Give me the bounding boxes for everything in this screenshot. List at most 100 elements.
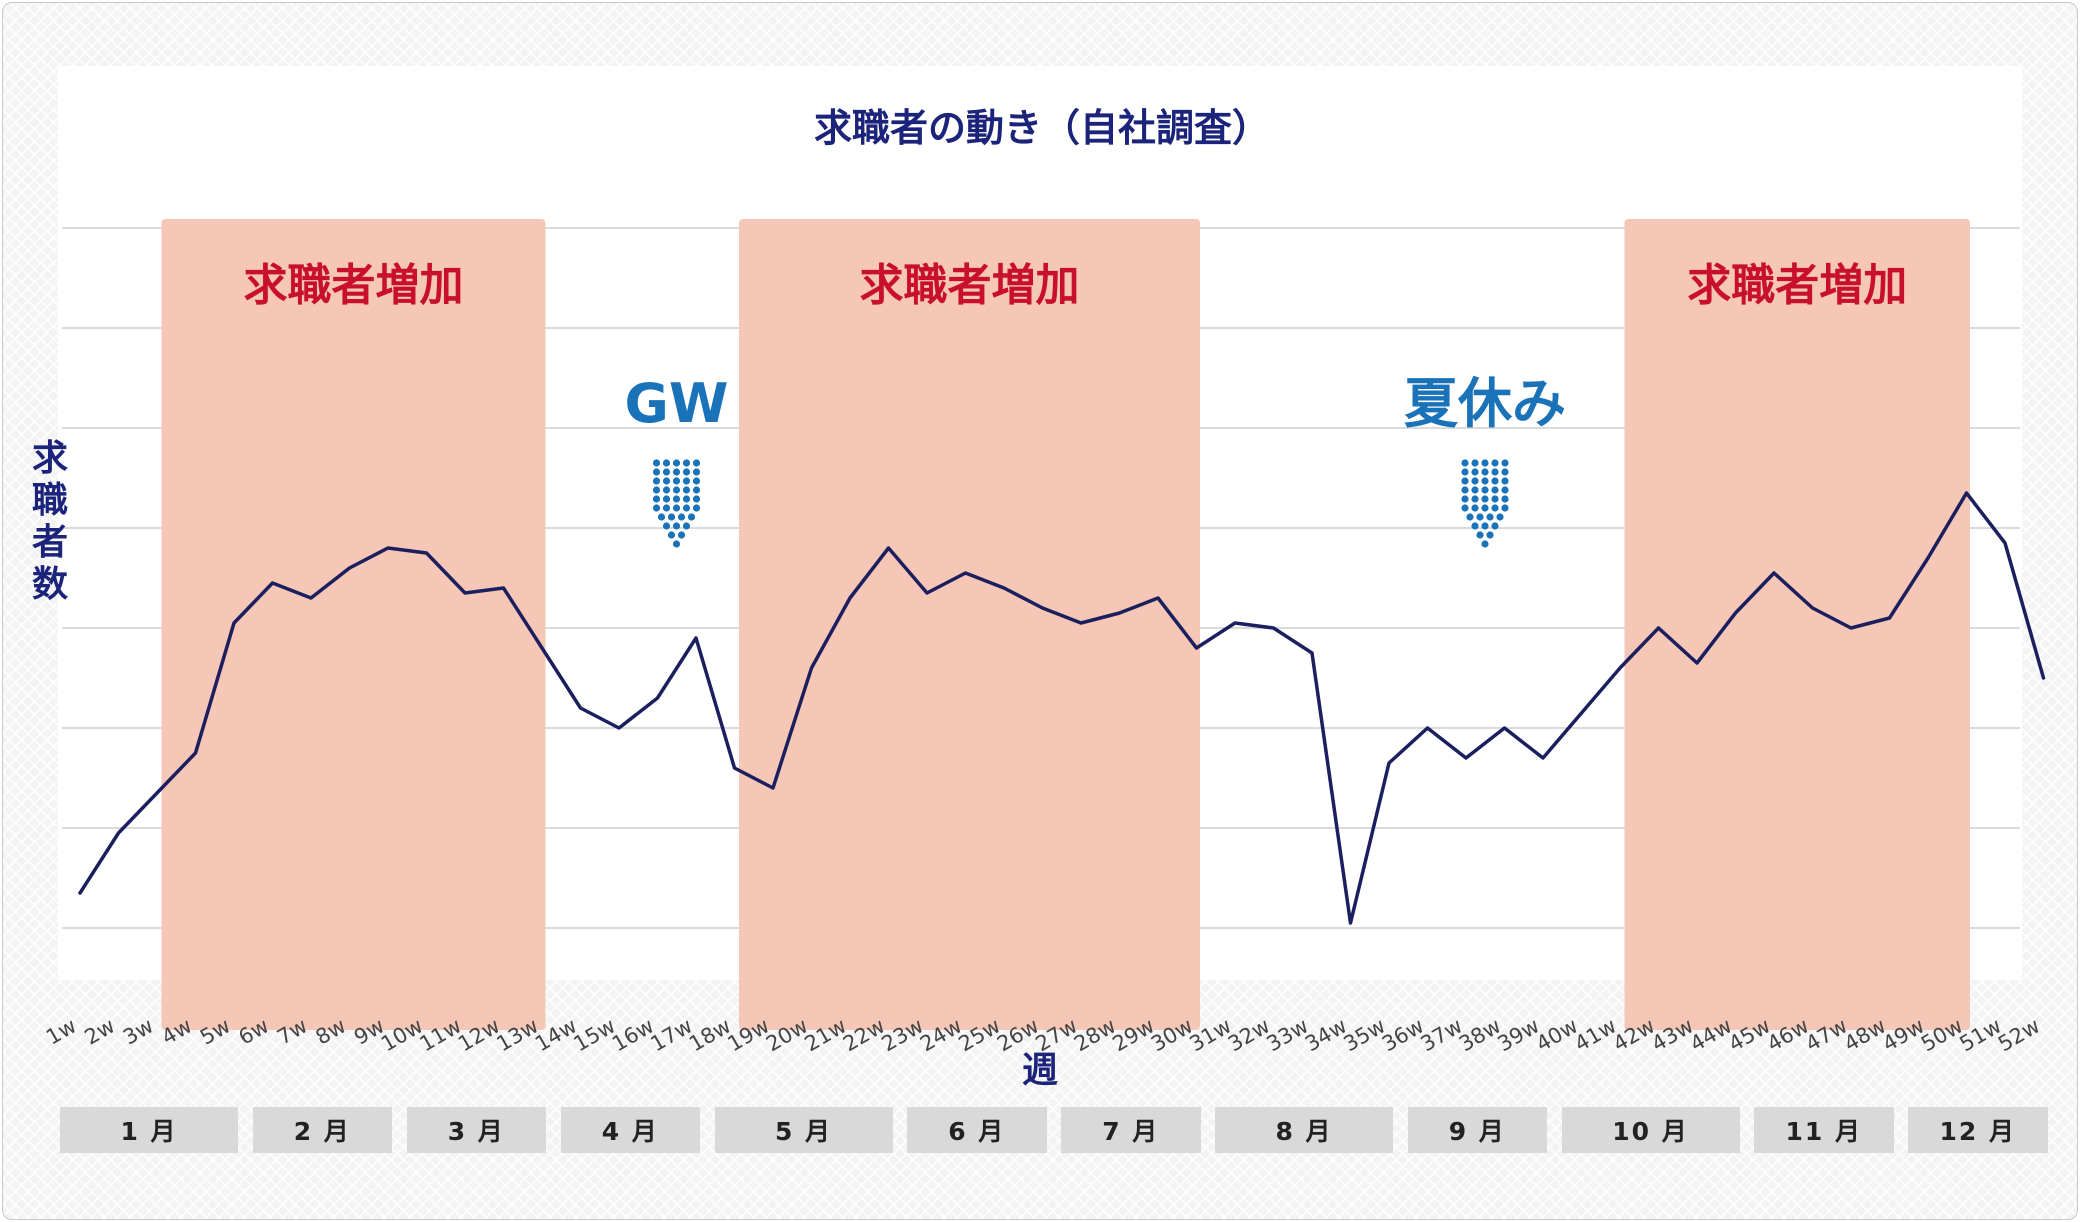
arrow-dot bbox=[1471, 468, 1479, 476]
annotation-label: GW bbox=[625, 372, 729, 435]
month-cell: 7 月 bbox=[1061, 1107, 1201, 1153]
arrow-dot bbox=[652, 495, 661, 503]
x-tick-label: 2w bbox=[81, 1014, 119, 1050]
y-axis-label-char: 者 bbox=[32, 522, 68, 563]
arrow-dot bbox=[1491, 504, 1499, 512]
month-cell: 1 月 bbox=[60, 1107, 238, 1153]
month-cell: 6 月 bbox=[907, 1107, 1047, 1153]
highlight-label: 求職者増加 bbox=[244, 260, 464, 311]
y-axis-label: 求職者数 bbox=[32, 438, 68, 605]
highlight-band bbox=[161, 219, 546, 1030]
month-cell: 4 月 bbox=[560, 1107, 700, 1153]
arrow-dot bbox=[1491, 495, 1499, 503]
highlight-band bbox=[1624, 219, 1970, 1030]
arrow-dot bbox=[1476, 531, 1484, 539]
arrow-dot bbox=[662, 477, 671, 485]
arrow-dot bbox=[1491, 522, 1499, 530]
x-tick-label: 52w bbox=[1994, 1014, 2044, 1057]
month-cell: 2 月 bbox=[252, 1107, 392, 1153]
highlight-band bbox=[739, 219, 1200, 1030]
highlight-label: 求職者増加 bbox=[860, 260, 1080, 311]
month-cell: 8 月 bbox=[1215, 1107, 1393, 1153]
x-tick-label: 3w bbox=[119, 1014, 157, 1050]
arrow-dot bbox=[1461, 459, 1469, 467]
arrow-dot bbox=[1501, 468, 1509, 476]
arrow-dot bbox=[1476, 513, 1484, 521]
arrow-dot bbox=[1486, 531, 1494, 539]
arrow-dot bbox=[662, 495, 671, 503]
arrow-dot bbox=[662, 504, 671, 512]
arrow-dot bbox=[1481, 522, 1489, 530]
x-axis-label: 週 bbox=[1022, 1050, 1058, 1091]
annotation-label: 夏休み bbox=[1404, 372, 1566, 435]
arrow-dot bbox=[1461, 486, 1469, 494]
series-line-path bbox=[78, 491, 2046, 925]
arrow-dot bbox=[667, 513, 676, 521]
down-arrow-icon bbox=[652, 459, 701, 548]
arrow-dot bbox=[1461, 495, 1469, 503]
arrow-dot bbox=[692, 468, 701, 476]
arrow-dot bbox=[1471, 522, 1479, 530]
arrow-dot bbox=[1471, 459, 1479, 467]
arrow-dot bbox=[1491, 486, 1499, 494]
arrow-dot bbox=[1481, 477, 1489, 485]
arrow-dot bbox=[662, 468, 671, 476]
arrow-dot bbox=[692, 495, 701, 503]
arrow-dot bbox=[667, 531, 676, 539]
month-cell: 10 月 bbox=[1561, 1107, 1740, 1153]
arrow-dot bbox=[652, 477, 661, 485]
arrow-dot bbox=[652, 486, 661, 494]
chart-title: 求職者の動き（自社調査） bbox=[814, 106, 1270, 150]
arrow-dot bbox=[1501, 504, 1509, 512]
arrow-dot bbox=[672, 540, 681, 548]
series-line bbox=[78, 491, 2046, 925]
arrow-dot bbox=[682, 522, 691, 530]
arrow-dot bbox=[1496, 513, 1504, 521]
arrow-dot bbox=[1471, 495, 1479, 503]
arrow-dot bbox=[672, 504, 681, 512]
arrow-dot bbox=[1461, 468, 1469, 476]
arrow-dot bbox=[687, 513, 696, 521]
arrow-dot bbox=[1461, 477, 1469, 485]
arrow-dot bbox=[662, 459, 671, 467]
x-tick-label: 1w bbox=[42, 1014, 80, 1050]
arrow-dot bbox=[657, 513, 666, 521]
arrow-dot bbox=[682, 459, 691, 467]
y-axis-label-char: 数 bbox=[32, 564, 68, 605]
arrow-dot bbox=[1471, 504, 1479, 512]
arrow-dot bbox=[1501, 486, 1509, 494]
arrow-dot bbox=[1501, 459, 1509, 467]
arrow-dot bbox=[692, 477, 701, 485]
arrow-dot bbox=[677, 513, 686, 521]
arrow-dot bbox=[652, 468, 661, 476]
arrow-dot bbox=[682, 486, 691, 494]
arrow-dot bbox=[672, 468, 681, 476]
arrow-dot bbox=[1481, 540, 1489, 548]
arrow-dot bbox=[672, 522, 681, 530]
arrow-dot bbox=[1491, 477, 1499, 485]
arrow-dot bbox=[682, 495, 691, 503]
y-axis-label-char: 職 bbox=[32, 480, 68, 521]
arrow-dot bbox=[1486, 513, 1494, 521]
month-cell: 3 月 bbox=[406, 1107, 546, 1153]
month-cell: 5 月 bbox=[714, 1107, 893, 1153]
month-cell: 12 月 bbox=[1908, 1107, 2048, 1153]
arrow-dot bbox=[1481, 468, 1489, 476]
annotations: GW 夏休み bbox=[625, 372, 1566, 548]
down-arrow-icon bbox=[1461, 459, 1509, 548]
arrow-dot bbox=[682, 504, 691, 512]
arrow-dot bbox=[1471, 477, 1479, 485]
arrow-dot bbox=[662, 486, 671, 494]
arrow-dot bbox=[692, 459, 701, 467]
arrow-dot bbox=[692, 504, 701, 512]
highlight-bands: 求職者増加 求職者増加 求職者増加 bbox=[161, 219, 1970, 1030]
arrow-dot bbox=[1481, 459, 1489, 467]
arrow-dot bbox=[1501, 477, 1509, 485]
arrow-dot bbox=[672, 459, 681, 467]
arrow-dot bbox=[662, 522, 671, 530]
arrow-dot bbox=[692, 486, 701, 494]
arrow-dot bbox=[1471, 486, 1479, 494]
arrow-dot bbox=[672, 477, 681, 485]
arrow-dot bbox=[682, 468, 691, 476]
